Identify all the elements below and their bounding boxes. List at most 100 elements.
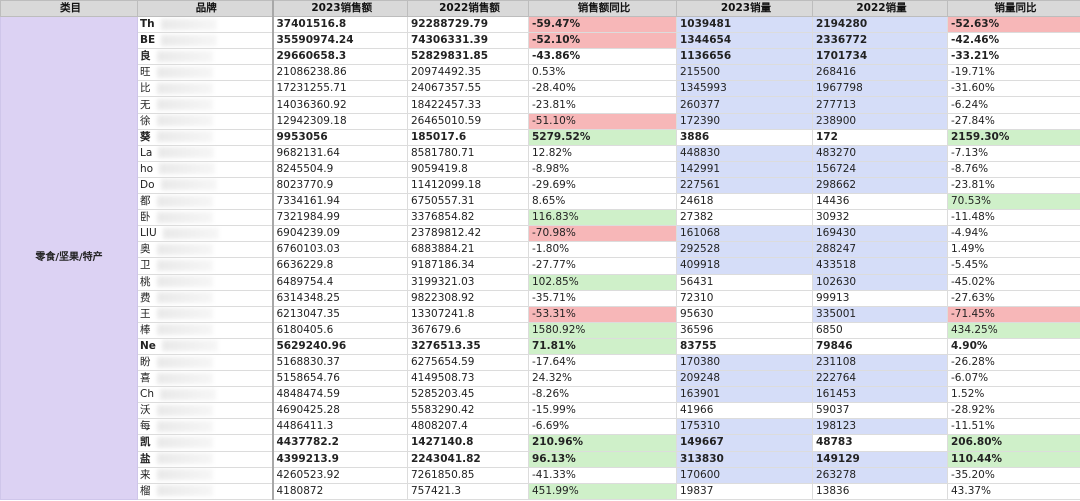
volume-2023-cell[interactable]: 27382 <box>676 209 813 227</box>
header-category[interactable]: 类目 <box>0 0 138 17</box>
sales-2023-cell[interactable]: 5629240.96 <box>271 337 408 355</box>
sales-yoy-cell[interactable]: 12.82% <box>528 144 677 162</box>
volume-2022-cell[interactable]: 222764 <box>812 370 948 388</box>
sales-2023-cell[interactable]: 4399213.9 <box>271 450 408 468</box>
sales-yoy-cell[interactable]: -1.80% <box>528 241 677 259</box>
sales-2023-cell[interactable]: 12942309.18 <box>271 112 408 130</box>
volume-yoy-cell[interactable]: -6.24% <box>947 96 1080 114</box>
brand-cell[interactable]: Do <box>137 176 273 195</box>
sales-2023-cell[interactable]: 6636229.8 <box>271 257 408 275</box>
volume-yoy-cell[interactable]: -7.13% <box>947 144 1080 162</box>
header-volume-yoy[interactable]: 销量同比 <box>947 0 1080 17</box>
volume-2022-cell[interactable]: 172 <box>812 128 948 146</box>
sales-2023-cell[interactable]: 4486411.3 <box>271 418 408 436</box>
volume-yoy-cell[interactable]: -27.84% <box>947 112 1080 130</box>
sales-2023-cell[interactable]: 4437782.2 <box>271 434 408 452</box>
volume-2022-cell[interactable]: 14436 <box>812 193 948 211</box>
volume-2023-cell[interactable]: 175310 <box>676 418 813 436</box>
sales-yoy-cell[interactable]: -70.98% <box>528 225 677 243</box>
sales-yoy-cell[interactable]: -8.26% <box>528 386 677 404</box>
volume-2023-cell[interactable]: 1039481 <box>676 15 813 34</box>
sales-yoy-cell[interactable]: 451.99% <box>528 482 677 500</box>
volume-2022-cell[interactable]: 2194280 <box>812 15 948 34</box>
volume-yoy-cell[interactable]: -4.94% <box>947 225 1080 243</box>
brand-cell[interactable]: 比 <box>137 80 273 98</box>
sales-2022-cell[interactable]: 24067357.55 <box>407 80 529 98</box>
volume-yoy-cell[interactable]: -5.45% <box>947 257 1080 275</box>
sales-2023-cell[interactable]: 6213047.35 <box>271 305 408 323</box>
sales-yoy-cell[interactable]: 102.85% <box>528 273 677 291</box>
volume-yoy-cell[interactable]: 70.53% <box>947 193 1080 211</box>
brand-cell[interactable]: 榴 <box>137 482 273 500</box>
sales-yoy-cell[interactable]: 96.13% <box>528 450 677 468</box>
sales-2022-cell[interactable]: 5285203.45 <box>407 386 529 404</box>
sales-2023-cell[interactable]: 5168830.37 <box>271 353 408 372</box>
sales-2023-cell[interactable]: 6180405.6 <box>271 321 408 339</box>
volume-yoy-cell[interactable]: -71.45% <box>947 305 1080 323</box>
volume-yoy-cell[interactable]: -19.71% <box>947 64 1080 82</box>
sales-yoy-cell[interactable]: -41.33% <box>528 466 677 484</box>
volume-2022-cell[interactable]: 156724 <box>812 160 948 178</box>
sales-2022-cell[interactable]: 367679.6 <box>407 321 529 339</box>
volume-yoy-cell[interactable]: -28.92% <box>947 402 1080 420</box>
sales-yoy-cell[interactable]: -51.10% <box>528 112 677 130</box>
brand-cell[interactable]: 盼 <box>137 353 273 372</box>
sales-2023-cell[interactable]: 14036360.92 <box>271 96 408 114</box>
brand-cell[interactable]: ho <box>137 160 273 178</box>
brand-cell[interactable]: 奥 <box>137 241 273 259</box>
sales-2022-cell[interactable]: 4808207.4 <box>407 418 529 436</box>
brand-cell[interactable]: 费 <box>137 289 273 307</box>
volume-2023-cell[interactable]: 3886 <box>676 128 813 146</box>
brand-cell[interactable]: 旺 <box>137 64 273 82</box>
sales-2022-cell[interactable]: 4149508.73 <box>407 370 529 388</box>
volume-yoy-cell[interactable]: 1.52% <box>947 386 1080 404</box>
sales-2023-cell[interactable]: 4180872 <box>271 482 408 500</box>
volume-yoy-cell[interactable]: 43.37% <box>947 482 1080 500</box>
volume-2022-cell[interactable]: 169430 <box>812 225 948 243</box>
sales-yoy-cell[interactable]: -15.99% <box>528 402 677 420</box>
volume-yoy-cell[interactable]: 434.25% <box>947 321 1080 339</box>
volume-yoy-cell[interactable]: -23.81% <box>947 176 1080 195</box>
volume-2022-cell[interactable]: 13836 <box>812 482 948 500</box>
volume-2022-cell[interactable]: 1701734 <box>812 48 948 66</box>
header-sales-yoy[interactable]: 销售额同比 <box>528 0 677 17</box>
sales-yoy-cell[interactable]: 5279.52% <box>528 128 677 146</box>
volume-2023-cell[interactable]: 163901 <box>676 386 813 404</box>
sales-2022-cell[interactable]: 5583290.42 <box>407 402 529 420</box>
brand-cell[interactable]: Ne <box>137 337 273 355</box>
brand-cell[interactable]: 沃 <box>137 402 273 420</box>
volume-2022-cell[interactable]: 298662 <box>812 176 948 195</box>
category-cell[interactable]: 零食/坚果/特产 <box>0 16 138 500</box>
volume-2022-cell[interactable]: 102630 <box>812 273 948 291</box>
sales-2022-cell[interactable]: 23789812.42 <box>407 225 529 243</box>
volume-2023-cell[interactable]: 95630 <box>676 305 813 323</box>
sales-2022-cell[interactable]: 6275654.59 <box>407 353 529 372</box>
sales-2022-cell[interactable]: 74306331.39 <box>407 32 529 50</box>
volume-2022-cell[interactable]: 2336772 <box>812 32 948 50</box>
volume-2022-cell[interactable]: 59037 <box>812 402 948 420</box>
header-brand[interactable]: 品牌 <box>137 0 273 17</box>
sales-yoy-cell[interactable]: -29.69% <box>528 176 677 195</box>
volume-2022-cell[interactable]: 1967798 <box>812 80 948 98</box>
sales-2023-cell[interactable]: 8023770.9 <box>271 176 408 195</box>
volume-2023-cell[interactable]: 172390 <box>676 112 813 130</box>
volume-2022-cell[interactable]: 263278 <box>812 466 948 484</box>
volume-yoy-cell[interactable]: -45.02% <box>947 273 1080 291</box>
sales-2022-cell[interactable]: 6883884.21 <box>407 241 529 259</box>
volume-2023-cell[interactable]: 170600 <box>676 466 813 484</box>
sales-2023-cell[interactable]: 29660658.3 <box>271 48 408 66</box>
brand-cell[interactable]: 卧 <box>137 209 273 227</box>
brand-cell[interactable]: Th <box>137 15 273 34</box>
brand-cell[interactable]: 无 <box>137 96 273 114</box>
volume-2023-cell[interactable]: 1136656 <box>676 48 813 66</box>
sales-2022-cell[interactable]: 9187186.34 <box>407 257 529 275</box>
sales-2022-cell[interactable]: 6750557.31 <box>407 193 529 211</box>
volume-2023-cell[interactable]: 1345993 <box>676 80 813 98</box>
volume-2023-cell[interactable]: 292528 <box>676 241 813 259</box>
sales-2023-cell[interactable]: 9682131.64 <box>271 144 408 162</box>
volume-2022-cell[interactable]: 161453 <box>812 386 948 404</box>
sales-yoy-cell[interactable]: -28.40% <box>528 80 677 98</box>
sales-2023-cell[interactable]: 6904239.09 <box>271 225 408 243</box>
volume-2022-cell[interactable]: 30932 <box>812 209 948 227</box>
sales-2023-cell[interactable]: 35590974.24 <box>271 32 408 50</box>
